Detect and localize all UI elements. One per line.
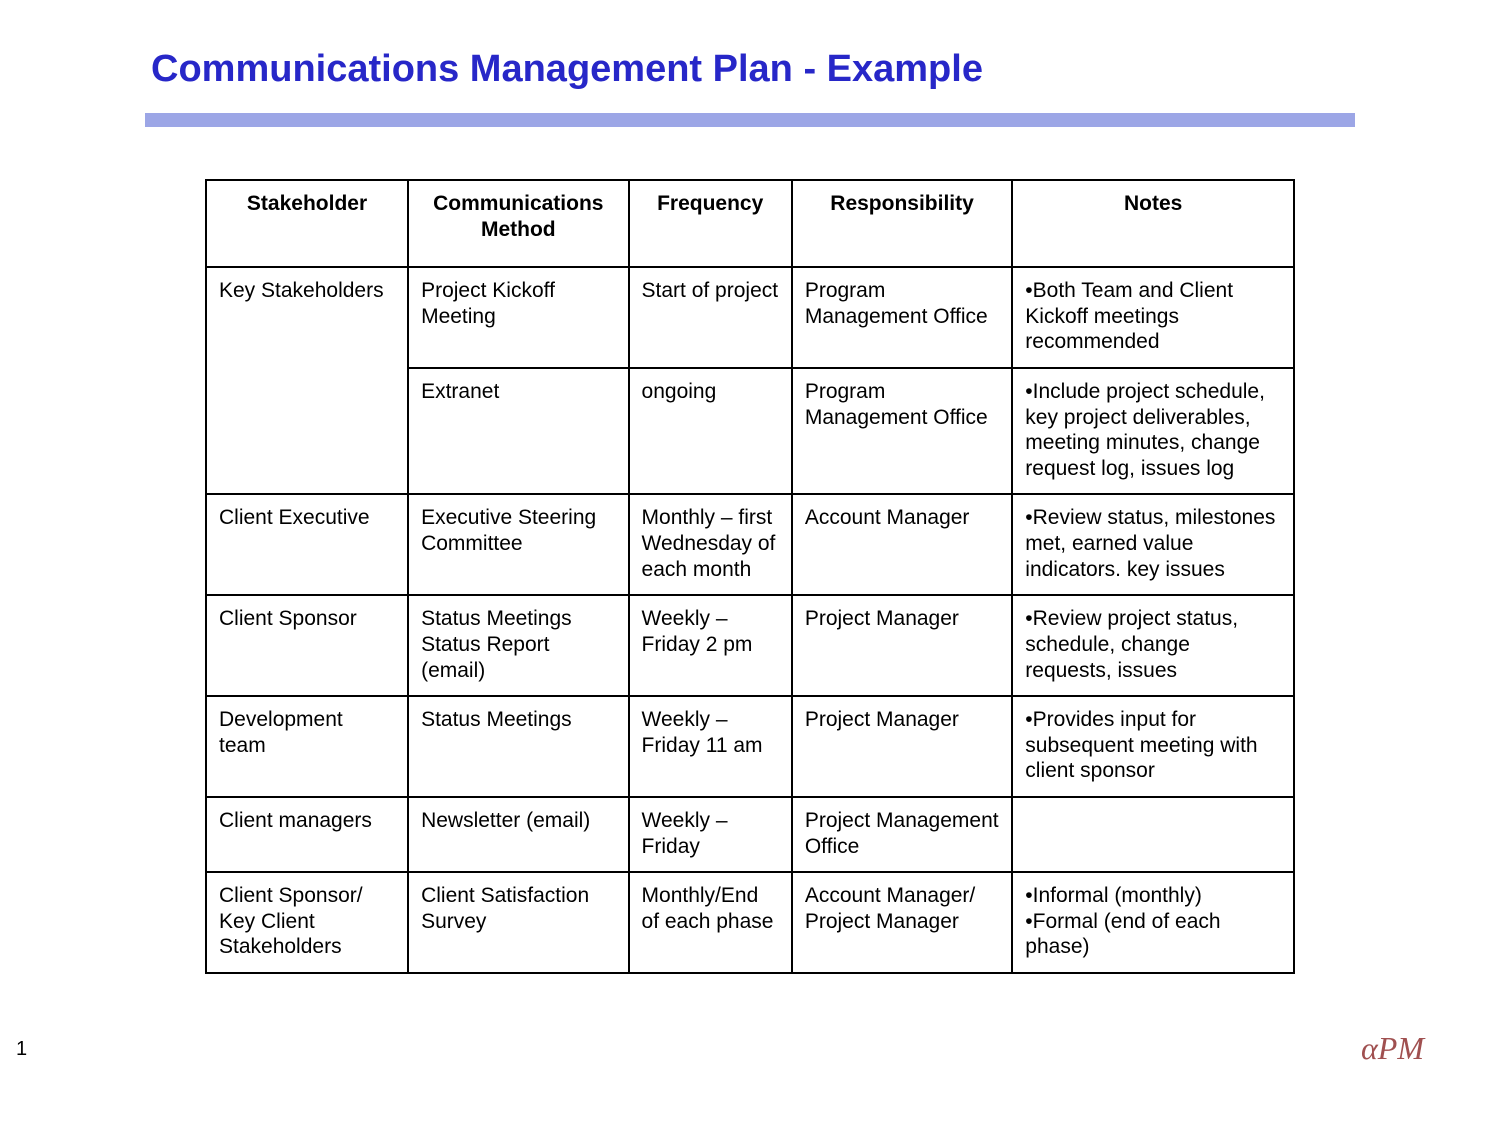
cell-responsibility: Project Manager [792,595,1012,696]
cell-frequency: Start of project [629,267,792,368]
cell-responsibility: Project Management Office [792,797,1012,872]
cell-stakeholder: Development team [206,696,408,797]
table-row: Development teamStatus MeetingsWeekly – … [206,696,1294,797]
cell-stakeholder: Client managers [206,797,408,872]
cell-frequency: Weekly – Friday 11 am [629,696,792,797]
cell-method: Status Meetings Status Report (email) [408,595,628,696]
logo: αPM [1361,1030,1424,1067]
cell-notes: •Informal (monthly)•Formal (end of each … [1012,872,1294,973]
note-bullet: •Include project schedule, key project d… [1025,379,1281,481]
cell-responsibility: Project Manager [792,696,1012,797]
cell-stakeholder: Client Sponsor/ Key Client Stakeholders [206,872,408,973]
communications-table: Stakeholder Communications Method Freque… [205,179,1295,974]
col-header-responsibility: Responsibility [792,180,1012,267]
cell-notes [1012,797,1294,872]
cell-responsibility: Program Management Office [792,368,1012,494]
cell-frequency: ongoing [629,368,792,494]
table-row: Key StakeholdersProject Kickoff MeetingS… [206,267,1294,368]
title-underline-bar [145,113,1355,127]
table-row: Client ExecutiveExecutive Steering Commi… [206,494,1294,595]
cell-method: Executive Steering Committee [408,494,628,595]
cell-notes: •Both Team and Client Kickoff meetings r… [1012,267,1294,368]
cell-responsibility: Account Manager [792,494,1012,595]
cell-notes: •Review status, milestones met, earned v… [1012,494,1294,595]
table-body: Key StakeholdersProject Kickoff MeetingS… [206,267,1294,973]
page-number: 1 [16,1038,27,1061]
cell-method: Project Kickoff Meeting [408,267,628,368]
cell-frequency: Monthly – first Wednesday of each month [629,494,792,595]
note-bullet: •Both Team and Client Kickoff meetings r… [1025,278,1281,355]
cell-method: Status Meetings [408,696,628,797]
note-bullet: •Provides input for subsequent meeting w… [1025,707,1281,784]
cell-stakeholder: Client Executive [206,494,408,595]
table-row: Client Sponsor/ Key Client StakeholdersC… [206,872,1294,973]
note-bullet: •Review project status, schedule, change… [1025,606,1281,683]
col-header-notes: Notes [1012,180,1294,267]
cell-notes: •Review project status, schedule, change… [1012,595,1294,696]
table-row: Client managersNewsletter (email)Weekly … [206,797,1294,872]
col-header-method: Communications Method [408,180,628,267]
note-bullet: •Informal (monthly) [1025,883,1281,909]
logo-text: PM [1378,1030,1424,1066]
cell-responsibility: Program Management Office [792,267,1012,368]
table-header: Stakeholder Communications Method Freque… [206,180,1294,267]
col-header-frequency: Frequency [629,180,792,267]
cell-frequency: Monthly/End of each phase [629,872,792,973]
cell-stakeholder: Client Sponsor [206,595,408,696]
cell-method: Extranet [408,368,628,494]
cell-responsibility: Account Manager/ Project Manager [792,872,1012,973]
cell-stakeholder: Key Stakeholders [206,267,408,494]
slide-container: Communications Management Plan - Example… [145,0,1355,910]
cell-frequency: Weekly – Friday [629,797,792,872]
cell-method: Client Satisfaction Survey [408,872,628,973]
cell-notes: •Provides input for subsequent meeting w… [1012,696,1294,797]
cell-method: Newsletter (email) [408,797,628,872]
note-bullet: •Formal (end of each phase) [1025,909,1281,960]
col-header-stakeholder: Stakeholder [206,180,408,267]
logo-alpha-icon: α [1361,1030,1378,1066]
cell-notes: •Include project schedule, key project d… [1012,368,1294,494]
note-bullet: •Review status, milestones met, earned v… [1025,505,1281,582]
page-title: Communications Management Plan - Example [145,48,1355,91]
cell-frequency: Weekly – Friday 2 pm [629,595,792,696]
table-row: Client SponsorStatus Meetings Status Rep… [206,595,1294,696]
